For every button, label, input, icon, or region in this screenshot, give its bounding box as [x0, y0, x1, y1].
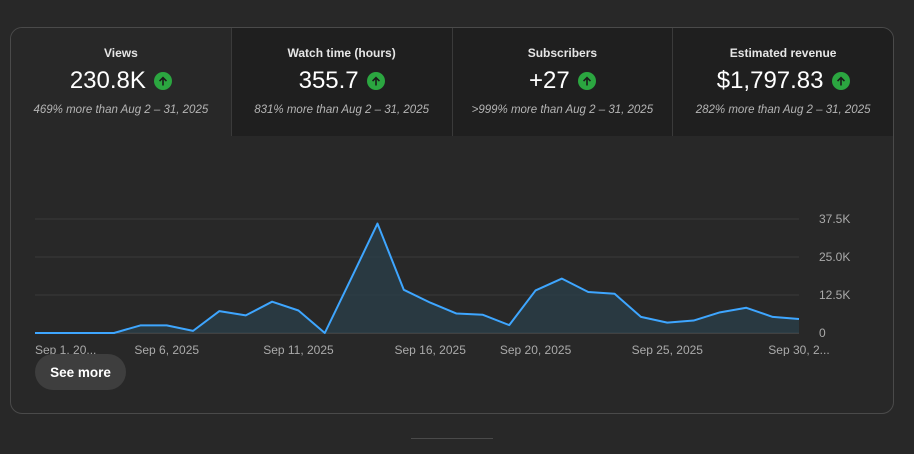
metric-tabs: Views 230.8K 469% more than Aug 2 – 31, … [11, 28, 893, 136]
area-fill [35, 223, 799, 333]
metric-label: Subscribers [527, 46, 598, 60]
metric-tab-watch-time[interactable]: Watch time (hours) 355.7 831% more than … [230, 28, 452, 136]
metric-label: Estimated revenue [729, 46, 837, 60]
x-tick-label: Sep 20, 2025 [500, 343, 572, 356]
x-tick-label: Sep 11, 2025 [263, 343, 334, 356]
metric-value: 230.8K [69, 67, 146, 94]
metric-tab-subscribers[interactable]: Subscribers +27 >999% more than Aug 2 – … [451, 28, 673, 136]
metric-tab-views[interactable]: Views 230.8K 469% more than Aug 2 – 31, … [11, 28, 231, 136]
y-tick-label: 0 [819, 326, 826, 340]
trend-up-icon [577, 72, 596, 90]
trend-up-icon [153, 72, 172, 90]
x-tick-label: Sep 6, 2025 [134, 343, 199, 356]
metric-comparison: 282% more than Aug 2 – 31, 2025 [695, 104, 871, 116]
metric-comparison: 831% more than Aug 2 – 31, 2025 [254, 104, 429, 116]
views-chart-svg: 0 12.5K 25.0K 37.5K Sep 1, 20... Sep 6, 2025 S… [34, 212, 850, 356]
x-tick-label: Sep 25, 2025 [632, 343, 704, 356]
metric-label: Views [103, 46, 138, 60]
metric-label: Watch time (hours) [287, 46, 396, 60]
metric-comparison: 469% more than Aug 2 – 31, 2025 [33, 104, 209, 116]
series-line [35, 222, 800, 334]
y-tick-label: 12.5K [819, 288, 850, 302]
metric-value: 355.7 [298, 67, 359, 94]
x-tick-label: Sep 16, 2025 [394, 343, 466, 356]
x-tick-label: Sep 30, 2... [768, 343, 829, 356]
y-tick-label: 37.5K [819, 212, 850, 226]
x-tick-label: Sep 1, 20... [35, 343, 96, 356]
trend-up-icon [366, 72, 385, 90]
views-chart: 0 12.5K 25.0K 37.5K Sep 1, 20... Sep 6, 2025 S… [11, 136, 893, 356]
metric-value: $1,797.83 [716, 67, 824, 94]
metric-tab-revenue[interactable]: Estimated revenue $1,797.83 282% more th… [672, 28, 893, 136]
trend-up-icon [831, 72, 850, 90]
metric-value: +27 [529, 67, 570, 94]
see-more-button[interactable]: See more [35, 354, 126, 390]
y-tick-label: 25.0K [819, 250, 850, 264]
divider [411, 438, 493, 439]
analytics-card: Views 230.8K 469% more than Aug 2 – 31, … [10, 27, 894, 414]
metric-comparison: >999% more than Aug 2 – 31, 2025 [471, 104, 654, 116]
